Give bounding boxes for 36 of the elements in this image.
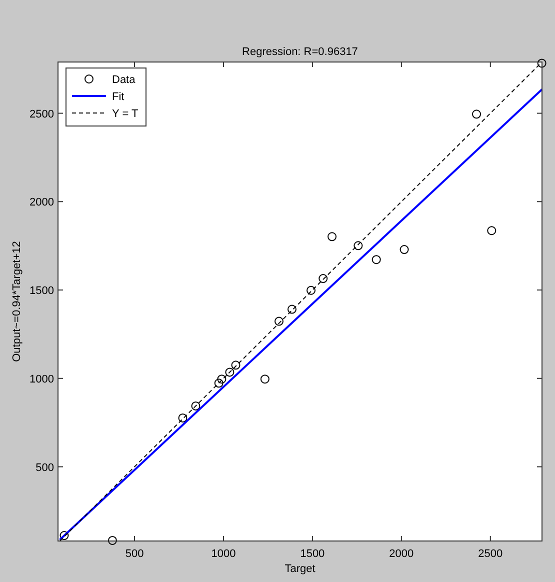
point [537,58,546,68]
legend-label: Y = T [112,108,138,120]
point [260,374,270,384]
point [217,374,226,384]
point [306,286,316,295]
y-axis-title: Output~=0.94*Target+12 [11,241,23,362]
x-tick-label: 2000 [389,548,414,560]
point [400,245,409,254]
point [178,413,188,422]
y-tick-label: 1500 [30,285,54,298]
point [225,368,234,377]
chart-title: Regression: R=0.96317 [242,46,358,58]
x-tick-label: 1500 [300,548,325,560]
point [372,255,381,264]
x-tick-label: 500 [125,548,144,560]
point [231,360,240,370]
point [108,536,117,545]
point [354,241,363,250]
y-tick-label: 500 [36,462,54,474]
point [472,110,482,119]
point [487,226,496,236]
point [274,316,284,326]
point [318,274,328,284]
legend-label: Data [112,74,136,86]
y-tick-label: 2000 [30,196,54,209]
point [287,304,296,314]
y-tick-label: 2500 [30,108,54,120]
legend-label: Fit [112,91,124,103]
point [191,401,200,410]
point [328,232,337,242]
point [60,531,69,540]
y-tick-label: 1000 [30,373,54,386]
point [214,378,224,388]
x-tick-label: 1000 [211,548,236,560]
x-axis-title: Target [284,563,316,575]
x-tick-label: 2500 [478,548,503,560]
